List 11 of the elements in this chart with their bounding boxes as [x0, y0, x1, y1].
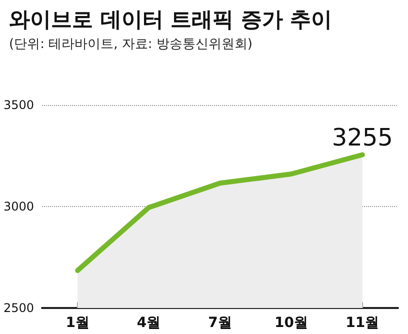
x-tick-label: 7월	[208, 315, 232, 331]
x-tick-label: 10월	[274, 315, 308, 331]
y-tick-label: 3000	[3, 200, 34, 214]
data-label: 3255	[332, 124, 393, 152]
x-tick-label: 4월	[136, 315, 161, 331]
y-tick-label: 3500	[3, 98, 34, 112]
x-tick-label: 11월	[346, 315, 380, 331]
chart-title: 와이브로 데이터 트래픽 증가 추이	[9, 8, 332, 32]
chart-subtitle: (단위: 테라바이트, 자료: 방송통신위원회)	[9, 37, 252, 52]
x-tick-label: 1월	[66, 315, 90, 331]
y-tick-label: 2500	[3, 301, 34, 315]
